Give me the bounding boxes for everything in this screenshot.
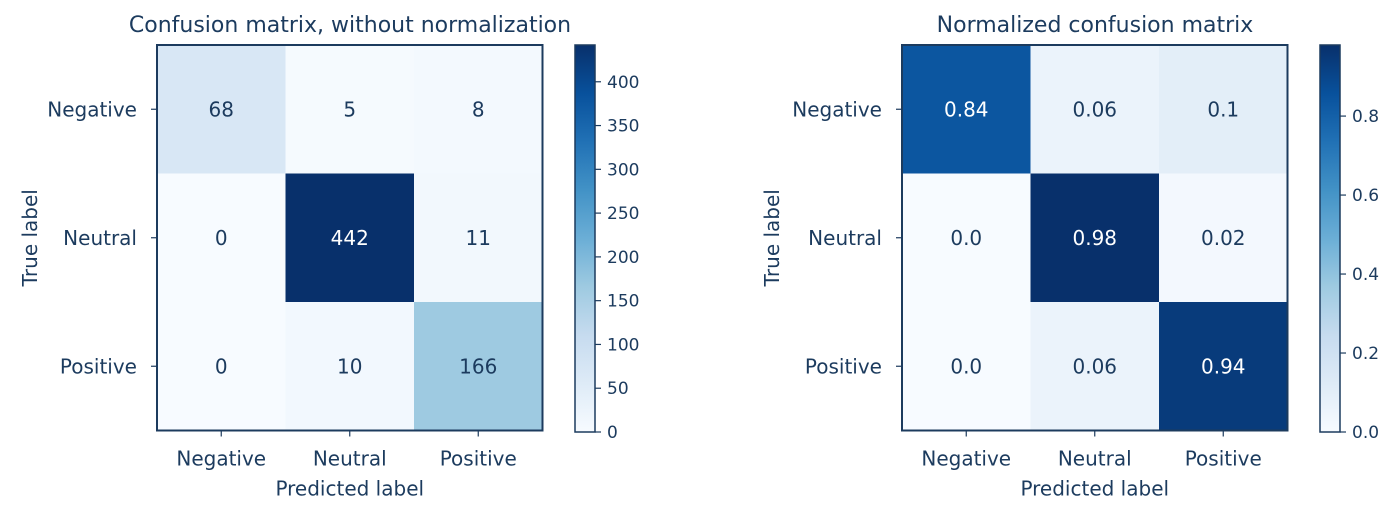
y-tick-label: Neutral	[808, 226, 882, 250]
colorbar	[1319, 44, 1341, 433]
matrix-cell	[414, 302, 543, 431]
matrix-cell	[157, 173, 286, 303]
x-tick-label: Neutral	[1058, 447, 1132, 471]
cell-value-label: 0.06	[1072, 97, 1117, 121]
x-axis-label: Predicted label	[275, 477, 424, 501]
matrix-cell	[414, 173, 543, 303]
cell-value-label: 5	[343, 97, 356, 121]
cell-value-label: 8	[472, 97, 485, 121]
y-tick-label: Negative	[792, 97, 882, 121]
x-tick-label: Positive	[440, 447, 517, 471]
matrix-cell	[285, 45, 415, 174]
y-tick-label: Positive	[805, 354, 882, 378]
colorbar-tick-label: 150	[607, 292, 639, 312]
matrix-cell	[414, 45, 543, 174]
colorbar-tick-label: 0.0	[1352, 423, 1379, 443]
matrix-cell	[1030, 302, 1160, 431]
cell-value-label: 0.0	[950, 354, 982, 378]
cell-value-label: 11	[466, 226, 491, 250]
cell-value-label: 0.98	[1072, 226, 1117, 250]
y-tick-label: Neutral	[63, 226, 137, 250]
cell-value-label: 0.1	[1207, 97, 1239, 121]
cell-value-label: 0	[215, 226, 228, 250]
matrix-cell	[1030, 173, 1160, 303]
cell-value-label: 68	[209, 97, 234, 121]
matrix-cell	[157, 45, 286, 174]
confusion-matrix-2: 0.84 0.06 0.1 0.0 0.98 0.02 0.0 0.06 0.94 Negativ…	[760, 13, 1379, 501]
matrix-cell	[902, 173, 1031, 303]
x-tick-label: Neutral	[313, 447, 387, 471]
colorbar-tick-label: 300	[607, 160, 639, 180]
cell-value-label: 0.02	[1201, 226, 1246, 250]
colorbar-tick-label: 0.6	[1352, 186, 1379, 206]
matrix-cell	[285, 173, 415, 303]
cell-value-label: 0.0	[950, 226, 982, 250]
cell-value-label: 442	[331, 226, 369, 250]
y-axis-label: True label	[760, 189, 784, 287]
y-tick-label: Negative	[47, 97, 137, 121]
colorbar-tick-label: 0.4	[1352, 265, 1379, 285]
colorbar-tick-label: 200	[607, 248, 639, 268]
colorbar-tick-label: 400	[607, 73, 639, 93]
confusion-matrix-1: 68 5 8 0 442 11 0 10 166 Negative Neutral Positive N…	[18, 13, 639, 501]
colorbar-tick-label: 100	[607, 335, 639, 355]
cell-value-label: 166	[459, 354, 497, 378]
x-tick-label: Negative	[921, 447, 1011, 471]
cell-value-label: 0.84	[944, 97, 989, 121]
matrix-cell	[1159, 45, 1288, 174]
cell-value-label: 0.94	[1201, 354, 1246, 378]
matrix-cell	[902, 45, 1031, 174]
matrix-cell	[1159, 302, 1288, 431]
colorbar-tick-label: 250	[607, 204, 639, 224]
chart-title: Confusion matrix, without normalization	[129, 13, 571, 38]
colorbar-tick-label: 0.2	[1352, 344, 1379, 364]
x-tick-label: Negative	[176, 447, 266, 471]
cell-value-label: 0	[215, 354, 228, 378]
matrix-cell	[157, 302, 286, 431]
matrix-cell	[285, 302, 415, 431]
cell-value-label: 0.06	[1072, 354, 1117, 378]
x-tick-label: Positive	[1185, 447, 1262, 471]
colorbar-tick-label: 350	[607, 117, 639, 137]
cell-value-label: 10	[337, 354, 362, 378]
chart-title: Normalized confusion matrix	[937, 13, 1254, 38]
y-axis-label: True label	[18, 189, 42, 287]
matrix-cell	[902, 302, 1031, 431]
matrix-cell	[1030, 45, 1160, 174]
matrix-cell	[1159, 173, 1288, 303]
colorbar-tick-label: 50	[607, 379, 629, 399]
colorbar-tick-label: 0	[607, 423, 618, 443]
colorbar	[574, 44, 596, 433]
colorbar-tick-label: 0.8	[1352, 107, 1379, 127]
y-tick-label: Positive	[60, 354, 137, 378]
x-axis-label: Predicted label	[1020, 477, 1169, 501]
